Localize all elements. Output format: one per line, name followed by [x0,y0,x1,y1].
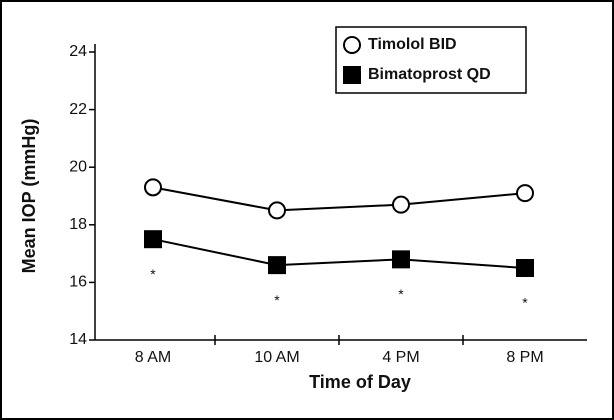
y-tick-label: 20 [69,158,87,175]
series-line [152,238,526,269]
point [268,201,286,220]
x-tick-label: 4 PM [382,349,419,366]
legend-box [335,26,527,94]
y-axis-label: Mean IOP (mmHg) [19,119,39,274]
legend-marker [343,36,361,54]
legend-label: Timolol BID [368,36,457,53]
annotation: * [398,286,404,302]
point [392,195,410,214]
y-tick-label: 22 [69,101,87,118]
point [392,250,410,269]
series-line [152,186,526,212]
point [516,259,534,277]
y-tick-label: 18 [69,216,87,233]
point [268,256,286,275]
annotation: * [522,295,528,311]
y-tick-label: 24 [69,43,87,60]
legend-marker [343,66,361,84]
y-tick-label: 16 [69,274,87,291]
legend-label: Bimatoprost QD [368,66,491,83]
x-axis-label: Time of Day [309,372,411,392]
point [516,184,534,203]
x-tick-label: 8 PM [506,349,543,366]
point [144,178,162,197]
annotation: * [150,266,156,282]
y-tick-label: 14 [69,331,87,348]
x-tick-label: 8 AM [135,349,171,366]
x-tick-label: 10 AM [254,349,299,366]
annotation: * [274,292,280,308]
point [144,230,162,249]
